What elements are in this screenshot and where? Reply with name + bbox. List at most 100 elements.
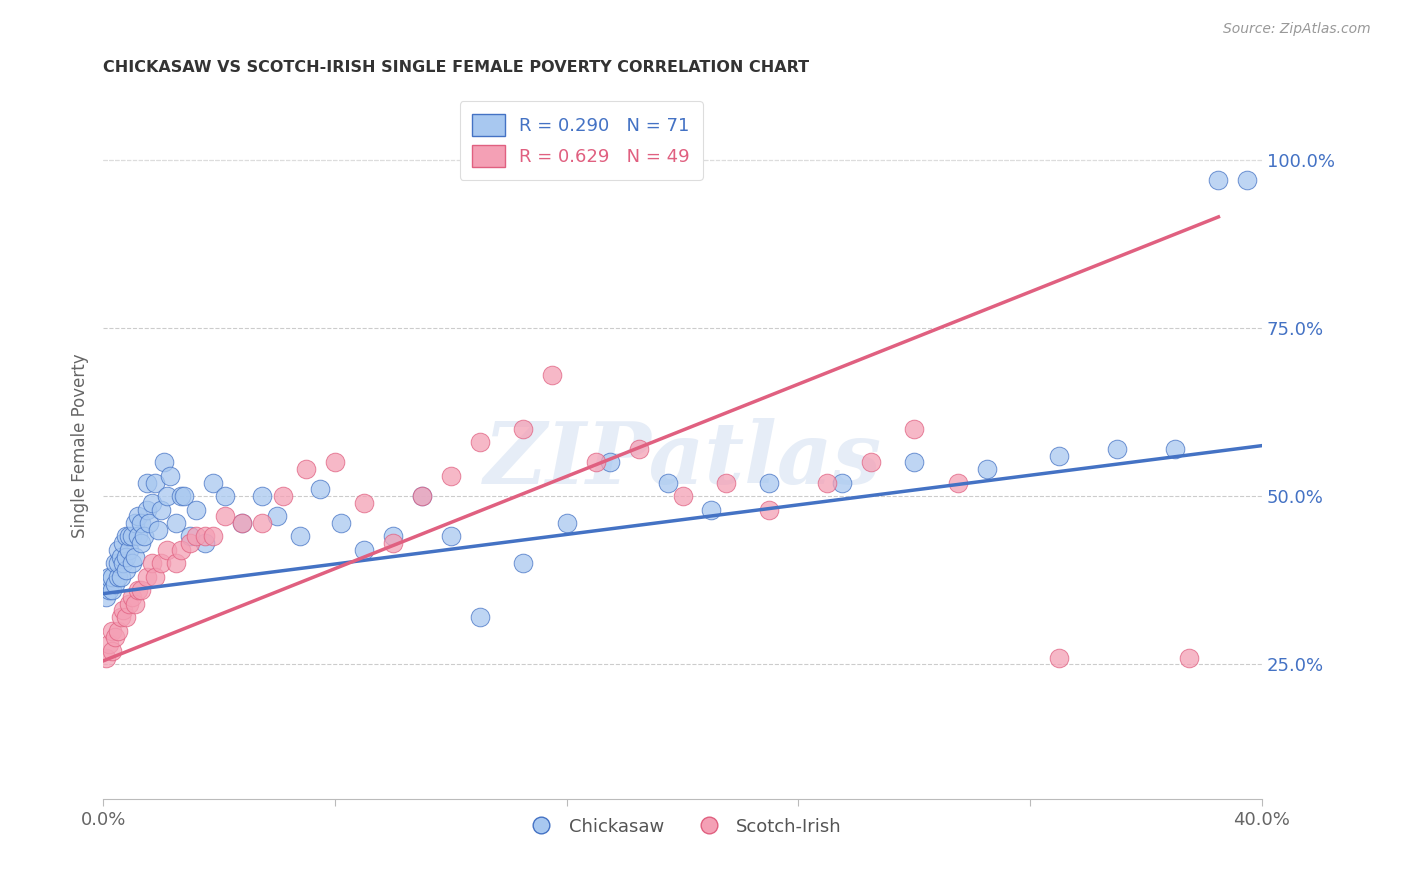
Point <box>976 462 998 476</box>
Point <box>124 597 146 611</box>
Point <box>104 576 127 591</box>
Point <box>112 536 135 550</box>
Point <box>758 475 780 490</box>
Point <box>323 455 346 469</box>
Point <box>97 583 120 598</box>
Point <box>252 516 274 530</box>
Point <box>127 509 149 524</box>
Point <box>440 529 463 543</box>
Point <box>101 583 124 598</box>
Point <box>115 610 138 624</box>
Point <box>214 509 236 524</box>
Point <box>266 509 288 524</box>
Point <box>156 542 179 557</box>
Point <box>381 536 404 550</box>
Point <box>138 516 160 530</box>
Point <box>107 624 129 638</box>
Point <box>541 368 564 382</box>
Point <box>115 549 138 564</box>
Point <box>135 502 157 516</box>
Point <box>815 475 838 490</box>
Point <box>173 489 195 503</box>
Point <box>179 536 201 550</box>
Point <box>135 475 157 490</box>
Point <box>184 529 207 543</box>
Text: ZIPatlas: ZIPatlas <box>484 418 882 501</box>
Point <box>97 637 120 651</box>
Point <box>599 455 621 469</box>
Point <box>159 469 181 483</box>
Point <box>141 496 163 510</box>
Point <box>231 516 253 530</box>
Point <box>101 644 124 658</box>
Point <box>170 489 193 503</box>
Point <box>107 542 129 557</box>
Point <box>179 529 201 543</box>
Point <box>124 516 146 530</box>
Point <box>214 489 236 503</box>
Point <box>411 489 433 503</box>
Point <box>135 570 157 584</box>
Point <box>440 469 463 483</box>
Point <box>329 516 352 530</box>
Point <box>1105 442 1128 456</box>
Point <box>202 475 225 490</box>
Point <box>153 455 176 469</box>
Point <box>115 563 138 577</box>
Point <box>555 516 578 530</box>
Point <box>1047 650 1070 665</box>
Point <box>184 502 207 516</box>
Point <box>156 489 179 503</box>
Point <box>97 570 120 584</box>
Point <box>143 570 166 584</box>
Point <box>758 502 780 516</box>
Point <box>124 549 146 564</box>
Point <box>115 529 138 543</box>
Point <box>193 529 215 543</box>
Point <box>271 489 294 503</box>
Point <box>1047 449 1070 463</box>
Point <box>101 624 124 638</box>
Point <box>512 422 534 436</box>
Point <box>112 603 135 617</box>
Point <box>104 557 127 571</box>
Point <box>903 455 925 469</box>
Point <box>107 570 129 584</box>
Point <box>1164 442 1187 456</box>
Point <box>118 529 141 543</box>
Point <box>903 422 925 436</box>
Point <box>150 502 173 516</box>
Point <box>118 597 141 611</box>
Point <box>146 523 169 537</box>
Text: CHICKASAW VS SCOTCH-IRISH SINGLE FEMALE POVERTY CORRELATION CHART: CHICKASAW VS SCOTCH-IRISH SINGLE FEMALE … <box>103 60 810 75</box>
Point <box>170 542 193 557</box>
Point <box>831 475 853 490</box>
Point <box>118 542 141 557</box>
Point <box>121 557 143 571</box>
Point <box>129 536 152 550</box>
Y-axis label: Single Female Poverty: Single Female Poverty <box>72 353 89 538</box>
Point <box>1208 173 1230 187</box>
Point <box>353 496 375 510</box>
Point <box>127 583 149 598</box>
Point <box>110 549 132 564</box>
Point <box>468 435 491 450</box>
Point <box>288 529 311 543</box>
Point <box>150 557 173 571</box>
Text: Source: ZipAtlas.com: Source: ZipAtlas.com <box>1223 22 1371 37</box>
Point <box>127 529 149 543</box>
Point <box>94 590 117 604</box>
Point <box>353 542 375 557</box>
Point <box>143 475 166 490</box>
Point <box>946 475 969 490</box>
Point <box>110 610 132 624</box>
Legend: Chickasaw, Scotch-Irish: Chickasaw, Scotch-Irish <box>516 810 849 843</box>
Point <box>110 570 132 584</box>
Point <box>1178 650 1201 665</box>
Point <box>859 455 882 469</box>
Point <box>381 529 404 543</box>
Point <box>129 583 152 598</box>
Point <box>252 489 274 503</box>
Point <box>165 557 187 571</box>
Point <box>101 570 124 584</box>
